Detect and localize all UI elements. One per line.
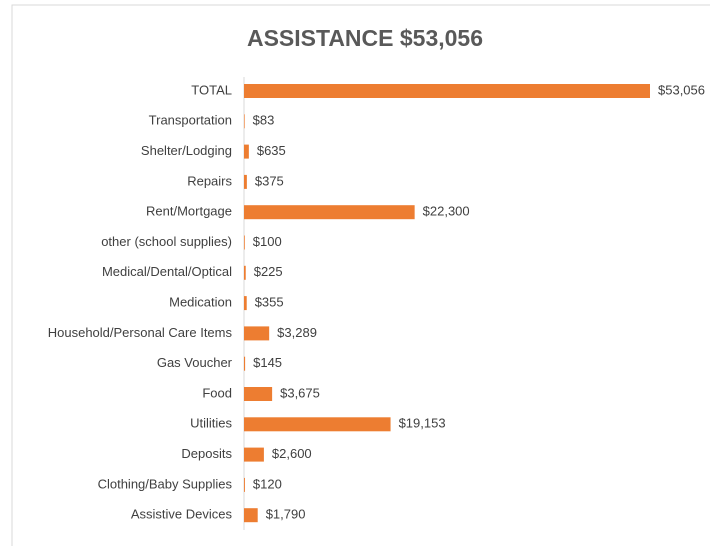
data-label: $83 — [253, 113, 275, 128]
data-label: $19,153 — [399, 416, 446, 431]
chart-title: ASSISTANCE $53,056 — [247, 25, 483, 51]
bar — [244, 417, 391, 432]
category-label: Rent/Mortgage — [146, 204, 232, 219]
data-label: $225 — [254, 264, 283, 279]
data-label: $100 — [253, 234, 282, 249]
bar — [244, 326, 270, 341]
category-label: Shelter/Lodging — [141, 143, 232, 158]
category-label: Clothing/Baby Supplies — [98, 476, 233, 491]
bar — [244, 387, 273, 401]
bar — [244, 508, 258, 523]
category-label: Deposits — [181, 446, 232, 461]
data-label: $375 — [255, 173, 284, 188]
data-label: $3,675 — [280, 385, 320, 400]
bar — [244, 356, 246, 371]
data-label: $145 — [253, 355, 282, 370]
bar — [244, 235, 245, 250]
category-label: Utilities — [190, 416, 232, 431]
data-label: $355 — [255, 295, 284, 310]
bar — [244, 144, 249, 159]
data-label: $3,289 — [277, 325, 317, 340]
data-label: $22,300 — [423, 204, 470, 219]
category-label: Gas Voucher — [157, 355, 233, 370]
category-label: Food — [202, 385, 232, 400]
category-label: TOTAL — [191, 82, 232, 97]
data-label: $120 — [253, 476, 282, 491]
category-label: Transportation — [149, 113, 232, 128]
category-label: Household/Personal Care Items — [48, 325, 233, 340]
data-label: $2,600 — [272, 446, 312, 461]
bar — [244, 174, 247, 189]
bar — [244, 296, 247, 311]
bar — [244, 114, 245, 129]
data-label: $1,790 — [266, 507, 306, 522]
category-label: Medication — [169, 295, 232, 310]
category-label: Assistive Devices — [131, 507, 233, 522]
data-label: $53,056 — [658, 82, 705, 97]
bar — [244, 84, 650, 98]
data-label: $635 — [257, 143, 286, 158]
category-label: other (school supplies) — [101, 234, 232, 249]
bar — [244, 447, 264, 462]
category-label: Medical/Dental/Optical — [102, 264, 232, 279]
category-label: Repairs — [187, 173, 232, 188]
bar — [244, 477, 245, 492]
bar — [244, 205, 415, 220]
bar — [244, 265, 246, 280]
